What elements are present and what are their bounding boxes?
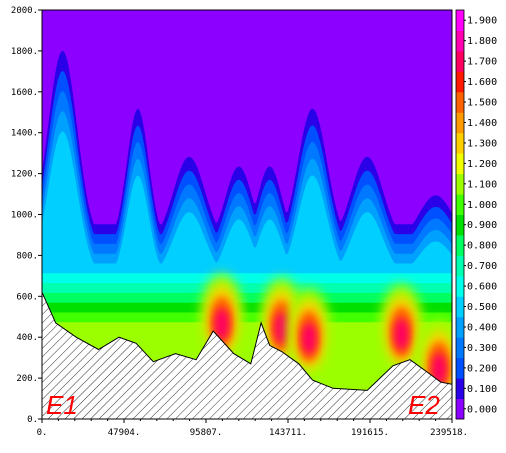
x-tick-label: 47904. — [108, 428, 141, 438]
hotspot-contour — [274, 312, 290, 345]
y-tick-label: 600. — [16, 292, 38, 302]
colorbar-label: 0.500 — [467, 302, 497, 313]
colorbar-segment — [456, 255, 464, 277]
hotspot-contour — [301, 322, 317, 355]
y-tick-label: 200. — [16, 374, 38, 384]
terrain-mask — [42, 291, 452, 419]
colorbar-segment — [456, 71, 464, 93]
colorbar-segment — [456, 112, 464, 134]
y-tick-label: 1000. — [11, 211, 38, 221]
corner-label-left: E1 — [46, 390, 78, 420]
colorbar-label: 0.400 — [467, 322, 497, 333]
colorbar-label: 1.500 — [467, 98, 497, 109]
colorbar-label: 0.600 — [467, 282, 497, 293]
colorbar-label: 1.900 — [467, 16, 497, 27]
colorbar-segment — [456, 10, 464, 31]
colorbar-segment — [456, 30, 464, 52]
y-axis: 0. 200. 400. 600. 800. 1000. 1200. 1400. 1600. 18… — [11, 6, 42, 425]
colorbar-label: 1.400 — [467, 118, 497, 129]
colorbar-segment — [456, 91, 464, 113]
colorbar-segment — [456, 378, 464, 400]
hotspot-contour — [431, 352, 447, 385]
x-tick-label: 191615. — [351, 428, 389, 438]
corner-label-right: E2 — [408, 390, 440, 420]
colorbar-label: 0.700 — [467, 261, 497, 272]
colorbar-segment — [456, 398, 464, 420]
colorbar-label: 0.800 — [467, 241, 497, 252]
colorbar-frame — [455, 9, 465, 420]
hotspot-contour — [393, 318, 409, 351]
hotspot — [380, 284, 423, 374]
colorbar-segment — [456, 234, 464, 256]
colorbar-label: 1.200 — [467, 159, 497, 170]
colorbar-label: 0.300 — [467, 343, 497, 354]
y-tick-label: 1600. — [11, 88, 38, 98]
y-tick-label: 2000. — [11, 6, 38, 16]
x-tick-label: 239518. — [430, 428, 468, 438]
colorbar-label: 0.900 — [467, 220, 497, 231]
colorbar-label: 1.700 — [467, 57, 497, 68]
x-tick-label: 95807. — [190, 428, 223, 438]
colorbar-segment — [456, 214, 464, 236]
y-tick-label: 800. — [16, 251, 38, 261]
colorbar-label: 1.600 — [467, 77, 497, 88]
y-tick-label: 0. — [27, 415, 38, 425]
y-tick-label: 1200. — [11, 170, 38, 180]
hotspot-contour — [214, 307, 230, 340]
colorbar-label: 0.100 — [467, 384, 497, 395]
colorbar-segment — [456, 337, 464, 359]
y-tick-label: 1400. — [11, 129, 38, 139]
colorbar-segment — [456, 153, 464, 175]
x-tick-label: 143711. — [269, 428, 307, 438]
colorbar-segment — [456, 275, 464, 297]
colorbar-segment — [456, 296, 464, 318]
plot-area — [41, 9, 453, 420]
colorbar-segment — [456, 194, 464, 215]
x-tick-label: 0. — [37, 428, 48, 438]
colorbar-label: 1.300 — [467, 138, 497, 149]
y-tick-label: 400. — [16, 333, 38, 343]
colorbar-label: 1.000 — [467, 200, 497, 211]
colorbar-label: 1.100 — [467, 179, 497, 190]
colorbar-segment — [456, 50, 464, 72]
y-tick-label: 1800. — [11, 47, 38, 57]
colorbar-label: 0.200 — [467, 363, 497, 374]
colorbar-label: 0.000 — [467, 404, 497, 415]
hotspot — [288, 288, 331, 378]
colorbar-segment — [456, 132, 464, 154]
colorbar-label: 1.800 — [467, 36, 497, 47]
x-axis: 0. 47904. 95807. 143711. 191615. 239518. — [37, 419, 468, 438]
colorbar-segment — [456, 357, 464, 379]
hotspot — [200, 273, 243, 364]
colorbar-segment — [456, 173, 464, 195]
colorbar: 0.000 0.100 0.200 0.300 0.400 0.500 0.600 0.700… — [455, 9, 497, 420]
colorbar-segment — [456, 316, 464, 338]
terrain-hatch — [42, 291, 452, 419]
